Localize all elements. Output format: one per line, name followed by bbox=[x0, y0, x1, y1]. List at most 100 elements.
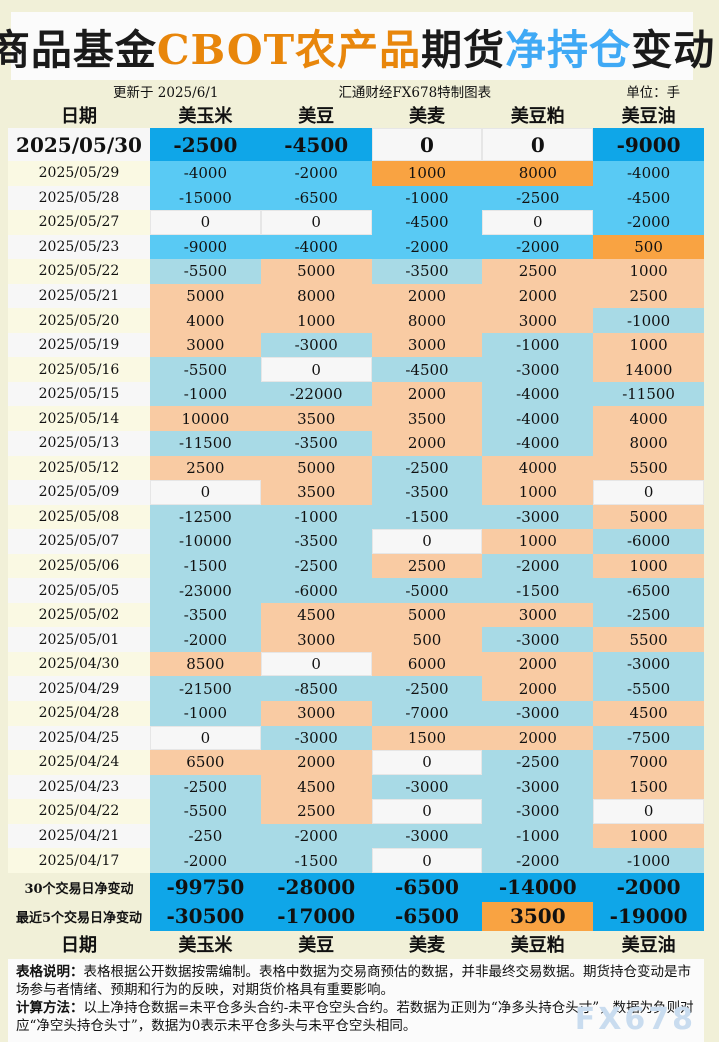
summary-value: -30500 bbox=[150, 901, 261, 931]
date-cell: 2025/05/21 bbox=[8, 283, 150, 309]
value-cell: 3000 bbox=[150, 332, 261, 358]
value-cell: -2000 bbox=[482, 234, 594, 260]
value-cell: -8500 bbox=[260, 676, 372, 702]
title-segment: 商品基金 bbox=[0, 26, 157, 74]
summary-value: -6500 bbox=[371, 901, 483, 931]
value-cell: 2000 bbox=[260, 750, 372, 775]
value-cell: 4500 bbox=[593, 701, 704, 726]
value-cell: 0 bbox=[371, 848, 483, 873]
date-cell: 2025/04/21 bbox=[8, 823, 150, 849]
value-cell: 3000 bbox=[482, 602, 594, 628]
date-cell: 2025/05/09 bbox=[8, 480, 150, 505]
summary-value: 3500 bbox=[482, 901, 594, 931]
value-cell: 0 bbox=[371, 128, 483, 161]
value-cell: 1500 bbox=[593, 774, 704, 800]
value-cell: 0 bbox=[482, 128, 594, 161]
date-cell: 2025/05/27 bbox=[8, 210, 150, 235]
date-cell: 2025/05/05 bbox=[8, 578, 150, 603]
date-cell: 2025/05/22 bbox=[8, 259, 150, 284]
value-cell: 2500 bbox=[150, 455, 261, 481]
value-cell: -4500 bbox=[371, 210, 483, 235]
date-cell: 2025/04/25 bbox=[8, 725, 150, 751]
value-cell: 2000 bbox=[371, 431, 483, 456]
value-cell: -6000 bbox=[593, 529, 704, 554]
value-cell: -2000 bbox=[371, 234, 483, 260]
value-cell: -4000 bbox=[482, 431, 594, 456]
value-cell: -1500 bbox=[150, 553, 261, 579]
value-cell: 3500 bbox=[260, 406, 372, 432]
value-cell: -2000 bbox=[260, 823, 372, 849]
value-cell: -22000 bbox=[260, 381, 372, 407]
value-cell: -1000 bbox=[482, 823, 594, 849]
value-cell: 3000 bbox=[260, 701, 372, 726]
value-cell: -1000 bbox=[260, 504, 372, 530]
value-cell: -5500 bbox=[150, 357, 261, 382]
value-cell: 0 bbox=[260, 651, 372, 677]
summary-value: -19000 bbox=[593, 901, 704, 931]
value-cell: 0 bbox=[150, 480, 261, 505]
value-cell: 5000 bbox=[260, 259, 372, 284]
calc-method: 计算方法：以上净持仓数据=未平仓多头合约-未平仓空头合约。若数据为正则为“净多头… bbox=[16, 1000, 696, 1036]
value-cell: -5500 bbox=[150, 799, 261, 824]
value-cell: -2000 bbox=[482, 553, 594, 579]
source-label: 汇通财经FX678特制图表 bbox=[338, 84, 492, 101]
date-cell: 2025/05/16 bbox=[8, 357, 150, 382]
value-cell: -3000 bbox=[482, 357, 594, 382]
update-date: 更新于 2025/6/1 bbox=[113, 84, 219, 101]
value-cell: -4500 bbox=[593, 185, 704, 211]
value-cell: 8500 bbox=[150, 651, 261, 677]
summary-label: 30个交易日净变动 bbox=[24, 881, 134, 897]
value-cell: -4000 bbox=[482, 406, 594, 432]
value-cell: -9000 bbox=[150, 234, 261, 260]
date-cell: 2025/05/29 bbox=[8, 161, 150, 186]
date-cell: 2025/04/24 bbox=[8, 750, 150, 775]
value-cell: 0 bbox=[371, 529, 483, 554]
value-cell: 3000 bbox=[260, 627, 372, 652]
page-title: 商品基金 CBOT农产品 期货 净持仓 变动 bbox=[0, 12, 714, 80]
value-cell: 5500 bbox=[593, 627, 704, 652]
value-cell: 2500 bbox=[371, 553, 483, 579]
summary-value: -6500 bbox=[371, 872, 483, 902]
value-cell: 7000 bbox=[593, 750, 704, 775]
date-cell: 2025/05/13 bbox=[8, 431, 150, 456]
value-cell: 2000 bbox=[371, 381, 483, 407]
value-cell: -3500 bbox=[260, 431, 372, 456]
value-cell: -2500 bbox=[150, 774, 261, 800]
summary-value: -17000 bbox=[260, 901, 372, 931]
date-cell: 2025/05/06 bbox=[8, 553, 150, 579]
value-cell: 5000 bbox=[593, 504, 704, 530]
value-cell: -3500 bbox=[150, 602, 261, 628]
summary-value: -28000 bbox=[260, 872, 372, 902]
date-cell: 2025/05/08 bbox=[8, 504, 150, 530]
value-cell: 10000 bbox=[150, 406, 261, 432]
value-cell: -23000 bbox=[150, 578, 261, 603]
value-cell: -3000 bbox=[482, 701, 594, 726]
value-cell: -3500 bbox=[260, 529, 372, 554]
column-header: 美豆粕 bbox=[510, 105, 565, 127]
value-cell: 2500 bbox=[593, 283, 704, 309]
value-cell: -2000 bbox=[260, 161, 372, 186]
value-cell: 3000 bbox=[482, 308, 594, 333]
value-cell: 1000 bbox=[593, 332, 704, 358]
column-header: 美麦 bbox=[408, 105, 445, 127]
table-description-text: 表格根据公开数据按需编制。表格中数据为交易商预估的数据，并非最终交易数据。期货持… bbox=[16, 963, 691, 998]
value-cell: 3000 bbox=[371, 332, 483, 358]
value-cell: 1000 bbox=[371, 161, 483, 186]
value-cell: -2500 bbox=[482, 750, 594, 775]
value-cell: 6000 bbox=[371, 651, 483, 677]
table-description-label: 表格说明： bbox=[16, 963, 84, 980]
value-cell: -1000 bbox=[371, 185, 483, 211]
value-cell: 0 bbox=[260, 210, 372, 235]
value-cell: 500 bbox=[593, 234, 704, 260]
footer-column-header: 美豆粕 bbox=[510, 934, 565, 956]
value-cell: 2000 bbox=[371, 283, 483, 309]
value-cell: -1500 bbox=[482, 578, 594, 603]
date-cell: 2025/05/12 bbox=[8, 455, 150, 481]
value-cell: 2000 bbox=[482, 676, 594, 702]
value-cell: -3000 bbox=[371, 823, 483, 849]
value-cell: 4500 bbox=[260, 774, 372, 800]
date-cell: 2025/05/20 bbox=[8, 308, 150, 333]
value-cell: -3500 bbox=[371, 480, 483, 505]
value-cell: 8000 bbox=[260, 283, 372, 309]
value-cell: -1500 bbox=[371, 504, 483, 530]
